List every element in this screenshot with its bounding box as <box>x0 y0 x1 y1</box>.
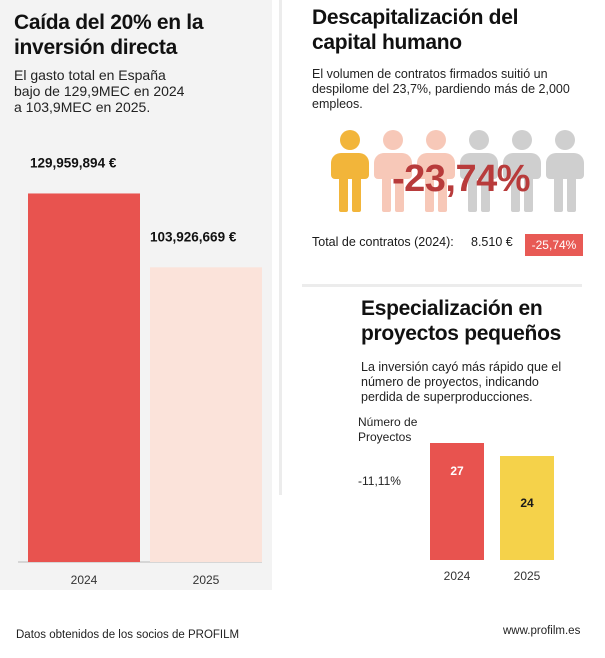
contracts-drop-percent: -23,74% <box>392 158 531 200</box>
contracts-total-value: 8.510 € <box>471 235 513 249</box>
contracts-total-label: Total de contratos (2024): <box>312 235 454 249</box>
person-icon <box>503 130 541 212</box>
specialization-title: Especialización en proyectos pequeños <box>361 296 601 346</box>
specialization-subtitle: La inversión cayó más rápido que el núme… <box>361 360 601 405</box>
investment-value-label-2024: 129,959,894 € <box>30 155 117 170</box>
human-capital-subtitle-line1: El volumen de contratos firmados suitió … <box>312 67 548 81</box>
specialization-subtitle-line2: número de proyectos, indicando <box>361 375 539 389</box>
human-capital-subtitle-line3: empleos. <box>312 97 363 111</box>
investment-subtitle: El gasto total en España bajo de 129,9ME… <box>14 67 264 115</box>
specialization-subtitle-line3: perdida de superproducciones. <box>361 390 533 404</box>
investment-value-label-2025: 103,926,669 € <box>150 229 237 244</box>
projects-bar-2025 <box>500 456 554 560</box>
investment-title-line1: Caída del 20% en la <box>14 11 204 34</box>
investment-subtitle-line3: a 103,9MEC en 2025. <box>14 99 151 115</box>
projects-tick-2025: 2025 <box>514 569 541 583</box>
projects-axis-label-line1: Número de <box>358 415 418 429</box>
vertical-divider <box>279 0 282 495</box>
people-icons-row <box>331 130 591 214</box>
specialization-title-line1: Especialización en <box>361 297 543 320</box>
projects-change-label: -11,11% <box>358 474 401 488</box>
investment-tick-2024: 2024 <box>71 573 98 587</box>
projects-bar-chart: 27 2024 24 2025 <box>430 443 554 583</box>
projects-bar-2024 <box>430 443 484 560</box>
website-link[interactable]: www.profilm.es <box>503 625 581 637</box>
specialization-subtitle-line1: La inversión cayó más rápido que el <box>361 360 562 374</box>
projects-axis-label-line2: Proyectos <box>358 430 412 444</box>
investment-bar-2025 <box>150 267 262 562</box>
projects-value-label-2025: 24 <box>520 496 534 510</box>
human-capital-subtitle: El volumen de contratos firmados suitió … <box>312 67 602 112</box>
source-note: Datos obtenidos de los socios de PROFILM <box>16 629 240 641</box>
contracts-change-badge: -25,74% <box>525 234 583 256</box>
projects-tick-2024: 2024 <box>444 569 471 583</box>
person-icon <box>460 130 498 212</box>
investment-tick-2025: 2025 <box>193 573 220 587</box>
specialization-title-line2: proyectos pequeños <box>361 322 561 345</box>
human-capital-title-line1: Descapitalización del <box>312 6 519 29</box>
investment-title-line2: inversión directa <box>14 36 177 59</box>
horizontal-divider <box>302 284 582 287</box>
person-icon <box>417 130 455 212</box>
investment-subtitle-line2: bajo de 129,9MEC en 2024 <box>14 83 185 99</box>
person-icon <box>546 130 584 212</box>
projects-axis-label: Número de Proyectos <box>358 415 417 445</box>
human-capital-subtitle-line2: despilome del 23,7%, pardiendo más de 2,… <box>312 82 570 96</box>
investment-title: Caída del 20% en la inversión directa <box>14 10 264 60</box>
human-capital-title-line2: capital humano <box>312 31 462 54</box>
human-capital-title: Descapitalización del capital humano <box>312 5 602 55</box>
investment-bar-2024 <box>28 193 140 562</box>
person-icon <box>374 130 412 212</box>
investment-subtitle-line1: El gasto total en España <box>14 67 166 83</box>
investment-bar-chart: 129,959,894 € 2024 103,926,669 € 2025 <box>18 155 262 587</box>
projects-value-label-2024: 27 <box>450 464 464 478</box>
person-icon <box>331 130 369 212</box>
